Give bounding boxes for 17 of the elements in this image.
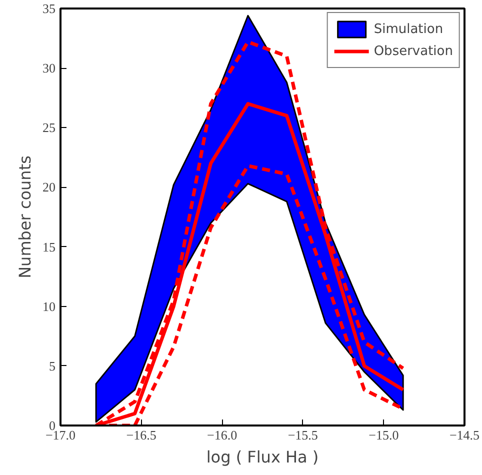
x-tick-label: −15.5 bbox=[288, 428, 318, 442]
y-tick-label: 10 bbox=[42, 298, 56, 314]
y-tick-label: 5 bbox=[49, 358, 56, 374]
legend-label: Observation bbox=[374, 44, 453, 58]
y-tick-label: 35 bbox=[42, 1, 56, 16]
x-tick-label: −14.5 bbox=[449, 428, 480, 442]
x-tick-label: −16.0 bbox=[207, 428, 238, 442]
x-tick-label: −16.5 bbox=[126, 428, 156, 442]
x-axis-title: log ( Flux Ha ) bbox=[206, 448, 319, 466]
y-tick-label: 20 bbox=[42, 180, 56, 195]
y-tick-label: 25 bbox=[42, 120, 56, 136]
x-tick-label: −15.0 bbox=[368, 428, 399, 442]
y-tick-label: 15 bbox=[42, 239, 56, 254]
y-tick-label: 30 bbox=[42, 60, 56, 76]
y-axis-title: Number counts bbox=[16, 156, 34, 278]
y-tick-label: 0 bbox=[49, 418, 56, 433]
legend-label: Simulation bbox=[374, 22, 444, 36]
